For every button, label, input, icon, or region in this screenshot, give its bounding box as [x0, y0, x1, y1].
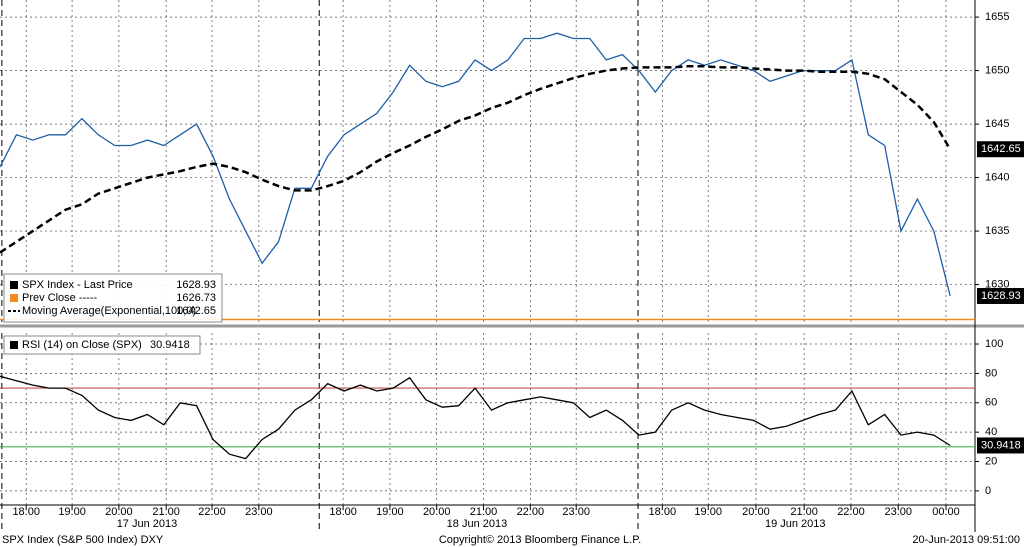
footer-right: 20-Jun-2013 09:51:00	[912, 534, 1020, 546]
x-tick-label: 21:00	[152, 506, 180, 518]
legend-value: 1626.73	[176, 292, 216, 304]
last-value-label: 30.9418	[981, 439, 1021, 451]
date-label: 19 Jun 2013	[765, 518, 826, 530]
legend-value: 30.9418	[150, 339, 190, 351]
last-value-box	[977, 288, 1024, 305]
y-tick-label: 1640	[985, 171, 1009, 183]
x-tick-label: 20:00	[105, 506, 133, 518]
y-tick-label: 60	[985, 397, 997, 409]
legend-swatch	[10, 341, 18, 349]
y-tick-label: 1655	[985, 11, 1009, 23]
last-value-label: 1642.65	[981, 143, 1021, 155]
x-tick-label: 22:00	[837, 506, 865, 518]
legend-swatch	[10, 294, 18, 302]
series-line	[0, 32, 951, 297]
y-tick-label: 0	[985, 485, 991, 497]
x-tick-label: 18:00	[12, 506, 40, 518]
y-tick-label: 1630	[985, 278, 1009, 290]
y-tick-label: 1650	[985, 65, 1009, 77]
x-tick-label: 00:00	[932, 506, 960, 518]
x-tick-label: 19:00	[58, 506, 86, 518]
footer-left: SPX Index (S&P 500 Index) DXY	[2, 534, 164, 546]
y-tick-label: 40	[985, 426, 997, 438]
last-value-box	[977, 141, 1024, 158]
x-tick-label: 18:00	[329, 506, 357, 518]
date-label: 18 Jun 2013	[447, 518, 508, 530]
legend-label: Moving Average(Exponential,100,0)	[22, 305, 196, 317]
x-tick-label: 20:00	[742, 506, 770, 518]
x-tick-label: 23:00	[884, 506, 912, 518]
x-tick-label: 20:00	[423, 506, 451, 518]
x-tick-label: 23:00	[245, 506, 273, 518]
legend-box	[3, 273, 223, 323]
date-label: 17 Jun 2013	[117, 518, 178, 530]
y-tick-label: 80	[985, 367, 997, 379]
x-tick-label: 19:00	[376, 506, 404, 518]
legend-value: 1628.93	[176, 279, 216, 291]
y-tick-label: 1635	[985, 225, 1009, 237]
x-tick-label: 21:00	[790, 506, 818, 518]
footer-center: Copyright© 2013 Bloomberg Finance L.P.	[439, 534, 641, 546]
y-tick-label: 1645	[985, 118, 1009, 130]
last-value-label: 1628.93	[981, 290, 1021, 302]
legend-swatch	[10, 281, 18, 289]
x-tick-label: 18:00	[649, 506, 677, 518]
x-tick-label: 22:00	[517, 506, 545, 518]
x-tick-label: 21:00	[470, 506, 498, 518]
last-value-box	[977, 437, 1024, 454]
legend-box	[3, 335, 201, 355]
legend-value: 1642.65	[176, 305, 216, 317]
series-line	[0, 65, 952, 254]
legend-label: RSI (14) on Close (SPX)	[22, 339, 142, 351]
y-tick-label: 20	[985, 455, 997, 467]
legend-label: Prev Close -----	[22, 292, 98, 304]
x-tick-label: 19:00	[694, 506, 722, 518]
series-line	[0, 375, 951, 460]
y-tick-label: 100	[985, 338, 1003, 350]
x-tick-label: 22:00	[198, 506, 226, 518]
x-tick-label: 23:00	[562, 506, 590, 518]
legend-label: SPX Index - Last Price	[22, 279, 133, 291]
